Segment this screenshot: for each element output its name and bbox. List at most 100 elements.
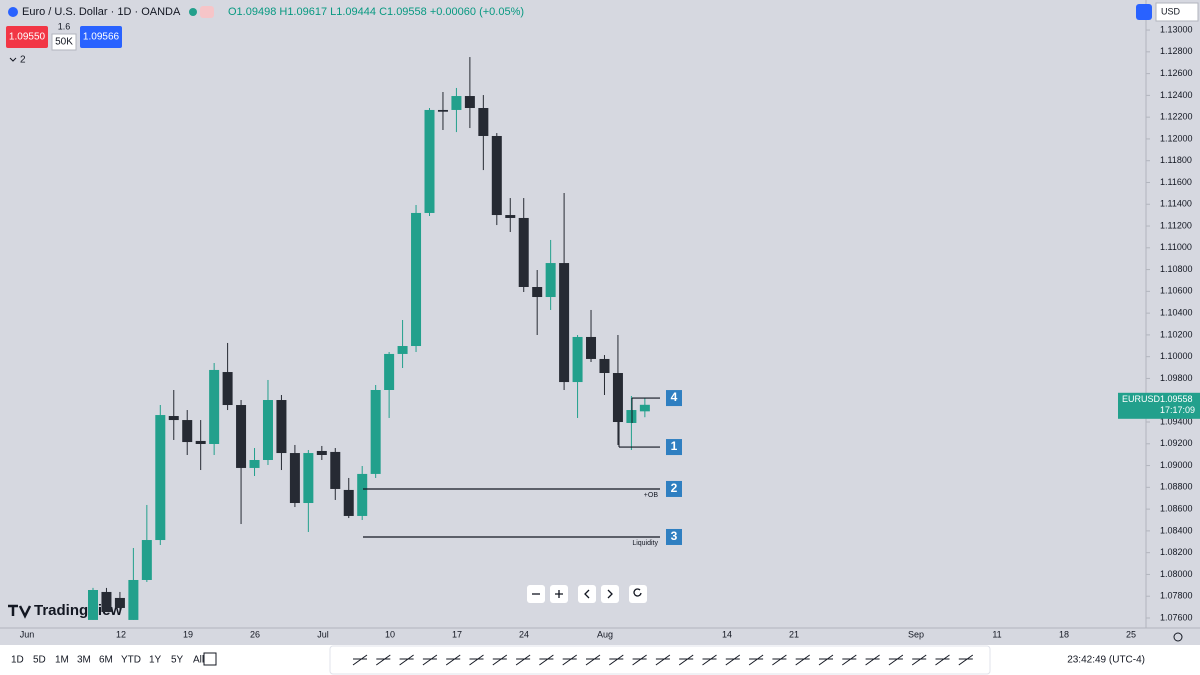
tool-icon[interactable]: [515, 654, 531, 666]
tool-icon[interactable]: [399, 654, 414, 666]
zoom-icon: [607, 589, 613, 599]
zoom-icon: [633, 588, 642, 597]
tool-icon[interactable]: [539, 654, 554, 666]
tool-icon[interactable]: [818, 654, 834, 666]
tool-icon[interactable]: [748, 654, 764, 666]
candle-body: [518, 217, 529, 287]
range-button[interactable]: YTD: [121, 655, 141, 666]
tool-icon[interactable]: [842, 654, 857, 666]
tool-icon[interactable]: [469, 654, 484, 666]
tool-icon[interactable]: [772, 654, 787, 666]
tool-icon[interactable]: [492, 654, 508, 666]
candle-body: [397, 346, 408, 354]
candle-body: [370, 389, 381, 474]
tool-icon[interactable]: [935, 654, 950, 666]
y-tick-label: 1.09800: [1160, 373, 1193, 383]
zoom-icon: [555, 590, 563, 598]
flag-icon: [8, 7, 18, 17]
tool-icon[interactable]: [445, 654, 461, 666]
candle-body: [478, 108, 489, 136]
tool-icon[interactable]: [911, 654, 927, 666]
tool-icon[interactable]: [562, 654, 577, 666]
label-number: 2: [671, 481, 678, 495]
candle-body: [128, 579, 139, 620]
x-tick-label: 11: [992, 629, 1001, 639]
candle-body: [316, 450, 327, 455]
y-tick-label: 1.08600: [1160, 503, 1193, 513]
x-tick-label: 25: [1126, 629, 1136, 639]
settings-icon[interactable]: [1173, 632, 1183, 642]
label-number: 1: [671, 439, 678, 453]
zoom-button[interactable]: [601, 585, 619, 603]
candle-body: [532, 286, 543, 298]
candle-body: [411, 212, 422, 347]
tool-icon[interactable]: [585, 654, 601, 666]
tool-icon[interactable]: [609, 654, 624, 666]
y-tick-label: 1.12400: [1160, 90, 1193, 100]
tool-icon[interactable]: [352, 654, 368, 666]
candle-body: [262, 400, 273, 461]
candle-body: [249, 460, 260, 468]
candle-body: [101, 591, 112, 612]
indicator-count: 2: [20, 55, 26, 66]
candle-body: [141, 540, 152, 580]
toolbar: [329, 645, 991, 675]
x-tick-label: 10: [385, 629, 395, 639]
candle-body: [626, 410, 637, 423]
tool-icon[interactable]: [678, 654, 694, 666]
qty-box[interactable]: [51, 33, 77, 51]
candle-body: [464, 96, 475, 109]
zoom-button[interactable]: [578, 585, 596, 603]
range-button[interactable]: 5D: [33, 655, 46, 666]
range-button[interactable]: 1D: [11, 655, 24, 666]
y-tick-label: 1.11200: [1160, 220, 1192, 230]
y-tick-label: 1.13000: [1160, 24, 1193, 34]
tool-icon[interactable]: [422, 654, 438, 666]
tool-icon[interactable]: [655, 654, 671, 666]
candle-body: [451, 96, 462, 110]
y-tick-label: 1.10200: [1160, 329, 1193, 339]
tool-icon[interactable]: [958, 654, 974, 666]
price-tag-countdown: 17:17:09: [1160, 405, 1195, 415]
tool-icon[interactable]: [888, 654, 904, 666]
candle-body: [303, 453, 314, 504]
tool-icon[interactable]: [725, 654, 741, 666]
ohlc: O1.09498 H1.09617 L1.09444 C1.09558 +0.0…: [228, 6, 524, 18]
currency-select[interactable]: [1155, 2, 1199, 22]
candle-body: [639, 404, 650, 412]
label-box: [666, 439, 682, 456]
chevron[interactable]: [9, 57, 17, 62]
tool-icon[interactable]: [865, 654, 880, 666]
tool-icon[interactable]: [795, 654, 810, 666]
zoom-button[interactable]: [629, 585, 647, 603]
buy-button[interactable]: [80, 26, 122, 48]
logo-icon: [8, 604, 32, 619]
range-button[interactable]: 6M: [99, 655, 113, 666]
tool-icon[interactable]: [376, 654, 391, 666]
range-button[interactable]: 5Y: [171, 655, 184, 666]
lock-button[interactable]: [1136, 4, 1152, 20]
y-tick-label: 1.11000: [1160, 242, 1192, 252]
range-button[interactable]: 3M: [77, 655, 91, 666]
candle-body: [195, 440, 206, 444]
y-tick-label: 1.08000: [1160, 569, 1193, 579]
status-badge: [200, 6, 214, 18]
candle-body: [236, 405, 247, 468]
range-button[interactable]: 1Y: [149, 655, 162, 666]
tool-icon[interactable]: [702, 654, 717, 666]
level-tag: +OB: [644, 492, 659, 499]
price-tag-price: 1.09558: [1160, 394, 1193, 404]
y-tick-label: 1.08200: [1160, 547, 1193, 557]
qty: 50K: [55, 37, 73, 48]
candle-body: [276, 400, 287, 454]
candle-body: [168, 416, 179, 421]
y-tick-label: 1.12000: [1160, 133, 1193, 143]
range-button[interactable]: All: [193, 655, 204, 666]
range-button[interactable]: 1M: [55, 655, 69, 666]
calendar-icon[interactable]: [203, 652, 217, 666]
tool-icon[interactable]: [632, 654, 647, 666]
sell-button[interactable]: [6, 26, 48, 48]
